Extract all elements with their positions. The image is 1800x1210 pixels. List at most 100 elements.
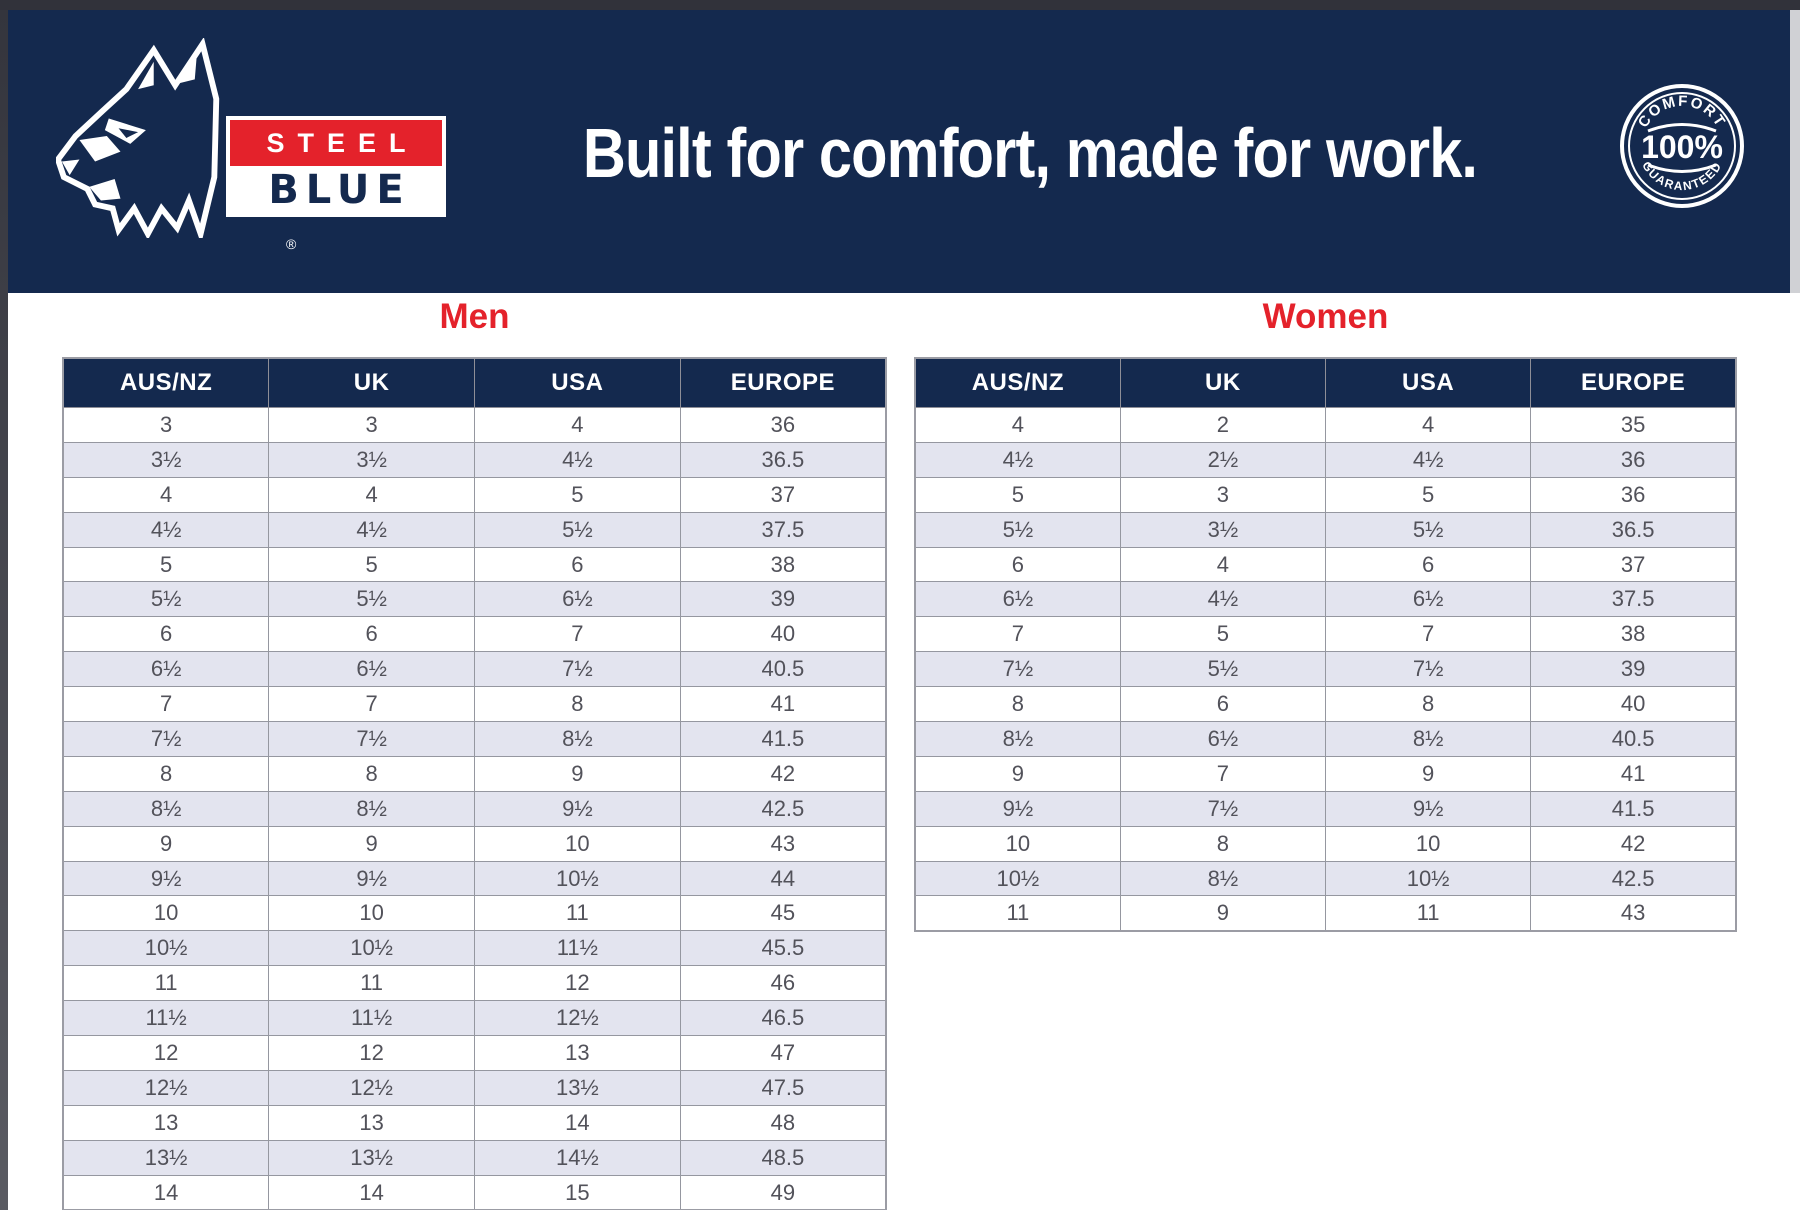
size-cell: 2½ [1119,441,1327,478]
size-cell: 15 [474,1174,681,1210]
size-cell: 4 [1119,546,1327,583]
size-cell: 7½ [1324,651,1532,688]
size-cell: 36 [1530,476,1737,513]
size-cell: 45 [679,895,887,932]
page-edge-right [1790,10,1800,293]
size-cell: 6½ [474,581,681,618]
size-cell: 14 [474,1104,681,1141]
table-row: 7½ 7½ 8½ 41.5 [62,721,887,757]
size-cell: 3 [62,407,270,443]
size-cell: 36 [679,407,887,443]
size-cell: 8½ [914,721,1121,757]
table-row: 5 5 6 38 [62,546,887,583]
size-cell: 3½ [1119,511,1327,548]
size-cell: 10½ [268,930,475,967]
size-cell: 7 [62,686,270,723]
size-cell: 7½ [474,651,681,688]
size-cell: 6 [1324,546,1532,583]
size-cell: 35 [1530,407,1737,443]
table-row: 9½ 7½ 9½ 41.5 [914,790,1737,827]
size-cell: 6½ [62,651,270,688]
size-cell: 8½ [62,790,270,827]
size-cell: 45.5 [679,930,887,967]
size-cell: 8 [268,755,475,792]
page-edge-left [0,10,8,1210]
size-cell: 4 [62,476,270,513]
table-row: 13½ 13½ 14½ 48.5 [62,1139,887,1176]
size-cell: 10½ [62,930,270,967]
table-row: 14 14 15 49 [62,1174,887,1210]
size-cell: 4 [474,407,681,443]
size-cell: 5½ [62,581,270,618]
size-cell: 11 [1324,895,1532,932]
size-cell: 2 [1119,407,1327,443]
size-cell: 8 [474,686,681,723]
column-header: USA [1324,357,1532,408]
size-cell: 9 [62,825,270,862]
size-cell: 14 [62,1174,270,1210]
size-cell: 6 [62,616,270,653]
table-row: 5½ 3½ 5½ 36.5 [914,511,1737,548]
column-header: EUROPE [1530,357,1737,408]
size-cell: 11½ [62,1000,270,1037]
masthead-banner: STEEL BLUE ® Built for comfort, made for… [8,10,1790,293]
size-cell: 9½ [474,790,681,827]
size-cell: 4½ [268,511,475,548]
logo-blue-label: BLUE [230,166,442,213]
size-cell: 4 [914,407,1121,443]
size-cell: 4½ [474,441,681,478]
comfort-guarantee-badge-icon: COMFORT 100% GUARANTEED [1620,84,1744,208]
size-cell: 5 [474,476,681,513]
size-cell: 9 [474,755,681,792]
size-cell: 5½ [1324,511,1532,548]
size-cell: 6 [1119,686,1327,723]
table-row: 8 6 8 40 [914,686,1737,723]
men-table-body: 3 3 4 36 3½ 3½ 4½ 36.5 4 4 5 37 4½ 4½ 5½ 37.5 5 5 6 38 5½ 5½ 6… [62,407,887,1210]
table-row: 6 4 6 37 [914,546,1737,583]
size-cell: 6 [914,546,1121,583]
size-cell: 36 [1530,441,1737,478]
wolf-head-icon [56,38,220,238]
table-row: 9½ 9½ 10½ 44 [62,860,887,897]
size-cell: 8½ [1324,721,1532,757]
size-cell: 7 [914,616,1121,653]
size-cell: 8½ [1119,860,1327,897]
table-row: 11½ 11½ 12½ 46.5 [62,1000,887,1037]
table-row: 8½ 6½ 8½ 40.5 [914,721,1737,757]
size-cell: 9½ [268,860,475,897]
size-cell: 13 [474,1035,681,1071]
table-row: 4 2 4 35 [914,407,1737,443]
size-cell: 5 [1324,476,1532,513]
size-cell: 4½ [1119,581,1327,618]
size-cell: 5 [914,476,1121,513]
size-cell: 7 [1324,616,1532,653]
size-cell: 8 [1324,686,1532,723]
size-cell: 36.5 [679,441,887,478]
women-section-title: Women [1262,297,1389,336]
size-cell: 43 [679,825,887,862]
size-cell: 42 [1530,825,1737,862]
table-row: 4½ 4½ 5½ 37.5 [62,511,887,548]
size-cell: 13 [268,1104,475,1141]
size-cell: 5 [268,546,475,583]
size-cell: 3 [268,407,475,443]
size-cell: 7½ [1119,790,1327,827]
size-cell: 39 [1530,651,1737,688]
size-cell: 13½ [268,1139,475,1176]
size-cell: 6½ [1119,721,1327,757]
size-cell: 11 [268,965,475,1002]
size-cell: 10 [474,825,681,862]
table-row: 10½ 10½ 11½ 45.5 [62,930,887,967]
page-edge-top [0,0,1800,10]
size-cell: 6 [268,616,475,653]
size-cell: 48.5 [679,1139,887,1176]
size-cell: 5½ [474,511,681,548]
logo-steel-label: STEEL [230,120,442,166]
size-cell: 12 [62,1035,270,1071]
size-cell: 37 [679,476,887,513]
table-row: 5½ 5½ 6½ 39 [62,581,887,618]
size-cell: 40.5 [1530,721,1737,757]
size-cell: 5 [62,546,270,583]
table-row: 10½ 8½ 10½ 42.5 [914,860,1737,897]
women-size-table: AUS/NZ UK USA EUROPE 4 2 4 35 4½ 2½ 4½ 36 5 3 5 36 5½ 3½… [914,357,1737,933]
